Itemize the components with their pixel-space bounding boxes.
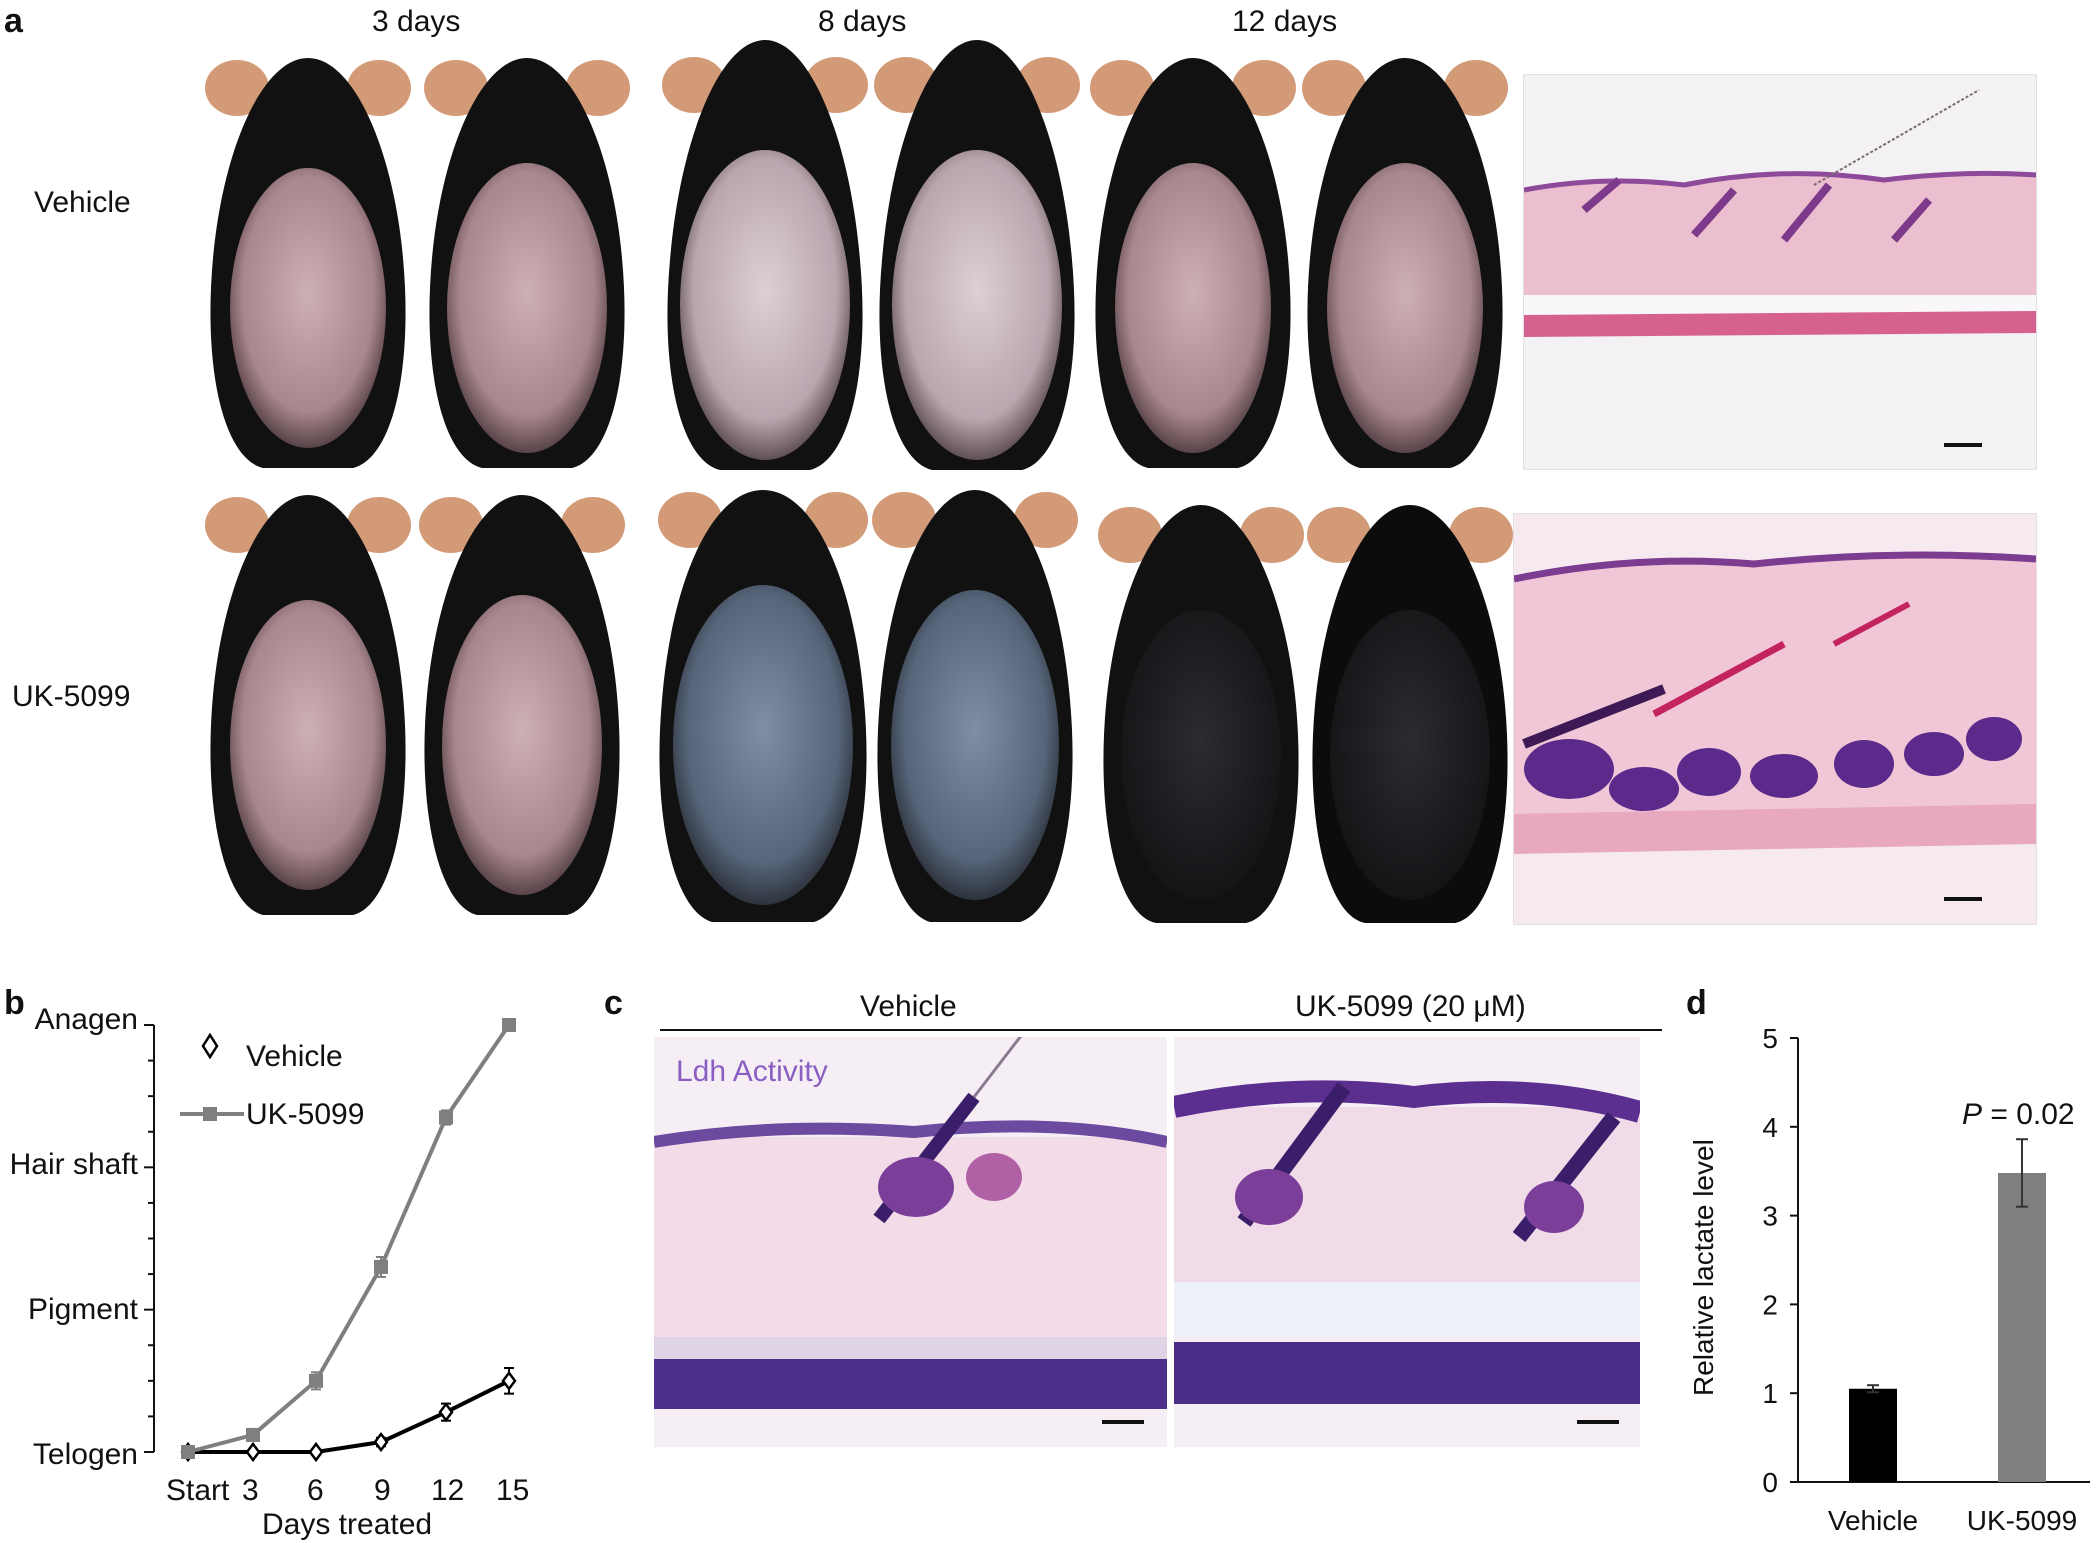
data-point-vehicle — [438, 1402, 454, 1423]
histology-uk5099 — [1513, 513, 2037, 925]
y-category-telogen: Telogen — [32, 1438, 138, 1471]
legend-label-uk5099: UK-5099 — [246, 1098, 365, 1131]
x-category-label: Vehicle — [1828, 1505, 1918, 1536]
mouse-uk5099-12d-1 — [1098, 505, 1304, 923]
data-point-vehicle — [308, 1441, 324, 1463]
mouse-vehicle-3d-1 — [205, 58, 411, 468]
mouse-vehicle-8d-2 — [874, 40, 1080, 470]
p-italic: P — [1962, 1098, 1983, 1131]
x-tick-3: 3 — [242, 1474, 259, 1507]
time-label-3-days: 3 days — [372, 5, 461, 38]
mouse-photo-grid — [205, 40, 1513, 923]
x-tick-9: 9 — [374, 1474, 391, 1507]
p-value-annotation: P = 0.02 — [1962, 1098, 2075, 1132]
data-point-uk5099 — [439, 1110, 453, 1125]
data-point-vehicle — [373, 1431, 389, 1453]
y-tick-label: 1 — [1762, 1378, 1778, 1409]
hair-cycle-line-chart — [144, 1018, 517, 1463]
mouse-uk5099-8d-1 — [658, 490, 868, 922]
mouse-uk5099-3d-1 — [205, 495, 411, 915]
y-category-pigment: Pigment — [27, 1293, 138, 1326]
p-value: = 0.02 — [1982, 1098, 2075, 1131]
panel-b-letter: b — [4, 984, 25, 1022]
series-line-uk5099 — [187, 1023, 511, 1454]
row-label-uk5099: UK-5099 — [12, 680, 131, 713]
y-tick-label: 0 — [1762, 1467, 1778, 1498]
row-label-vehicle: Vehicle — [34, 186, 131, 219]
ldh-stain-vehicle: Ldh Activity — [654, 1037, 1167, 1447]
lactate-bar-chart: 0 1 2 3 4 5 Vehicle UK-5099 — [1762, 1023, 2090, 1536]
x-tick-6: 6 — [307, 1474, 324, 1507]
y-tick-label: 3 — [1762, 1201, 1778, 1232]
y-category-hair-shaft: Hair shaft — [9, 1148, 138, 1181]
legend-label-vehicle: Vehicle — [246, 1040, 343, 1073]
histology-vehicle — [1523, 74, 2037, 470]
data-point-uk5099 — [181, 1445, 195, 1459]
y-tick-label: 4 — [1762, 1112, 1778, 1143]
data-point-uk5099 — [309, 1373, 323, 1388]
mouse-uk5099-12d-2 — [1307, 505, 1513, 923]
series-line-vehicle — [188, 1379, 510, 1454]
scale-bar — [1102, 1420, 1144, 1424]
x-tick-start: Start — [166, 1474, 230, 1507]
mouse-uk5099-8d-2 — [872, 490, 1078, 922]
header-vehicle: Vehicle — [860, 990, 957, 1023]
bar-vehicle — [1849, 1388, 1897, 1482]
data-point-uk5099 — [246, 1427, 260, 1442]
x-tick-15: 15 — [496, 1474, 530, 1507]
legend-marker-uk5099 — [203, 1107, 217, 1121]
y-tick-label: 5 — [1762, 1023, 1778, 1054]
scale-bar — [1944, 897, 1982, 901]
y-tick-label: 2 — [1762, 1289, 1778, 1320]
time-label-12-days: 12 days — [1232, 5, 1338, 38]
panel-c-letter: c — [604, 984, 623, 1022]
y-axis-label: Relative lactate level — [1688, 1139, 1719, 1396]
mouse-vehicle-12d-1 — [1090, 58, 1296, 468]
header-uk5099: UK-5099 (20 μM) — [1295, 990, 1526, 1023]
x-category-label: UK-5099 — [1967, 1505, 2078, 1536]
mouse-vehicle-12d-2 — [1302, 58, 1508, 468]
mouse-vehicle-3d-2 — [424, 58, 630, 468]
ldh-stain-uk5099 — [1174, 1037, 1640, 1447]
panel-d-letter: d — [1686, 984, 1707, 1022]
ldh-activity-label: Ldh Activity — [676, 1055, 828, 1088]
scale-bar — [1577, 1420, 1619, 1424]
mouse-vehicle-8d-1 — [662, 40, 868, 470]
legend-marker-vehicle — [201, 1032, 219, 1060]
scale-bar — [1944, 443, 1982, 447]
x-tick-12: 12 — [431, 1474, 465, 1507]
time-label-8-days: 8 days — [818, 5, 907, 38]
data-point-vehicle — [501, 1370, 517, 1391]
header-divider — [660, 1029, 1662, 1031]
x-axis-label: Days treated — [262, 1508, 433, 1541]
y-category-anagen: Anagen — [34, 1003, 138, 1036]
panel-a-letter: a — [4, 2, 23, 40]
mouse-uk5099-3d-2 — [419, 495, 625, 915]
data-point-uk5099 — [374, 1259, 388, 1274]
bar-uk5099 — [1998, 1172, 2046, 1482]
data-point-uk5099 — [502, 1018, 516, 1032]
data-point-vehicle — [245, 1441, 261, 1463]
